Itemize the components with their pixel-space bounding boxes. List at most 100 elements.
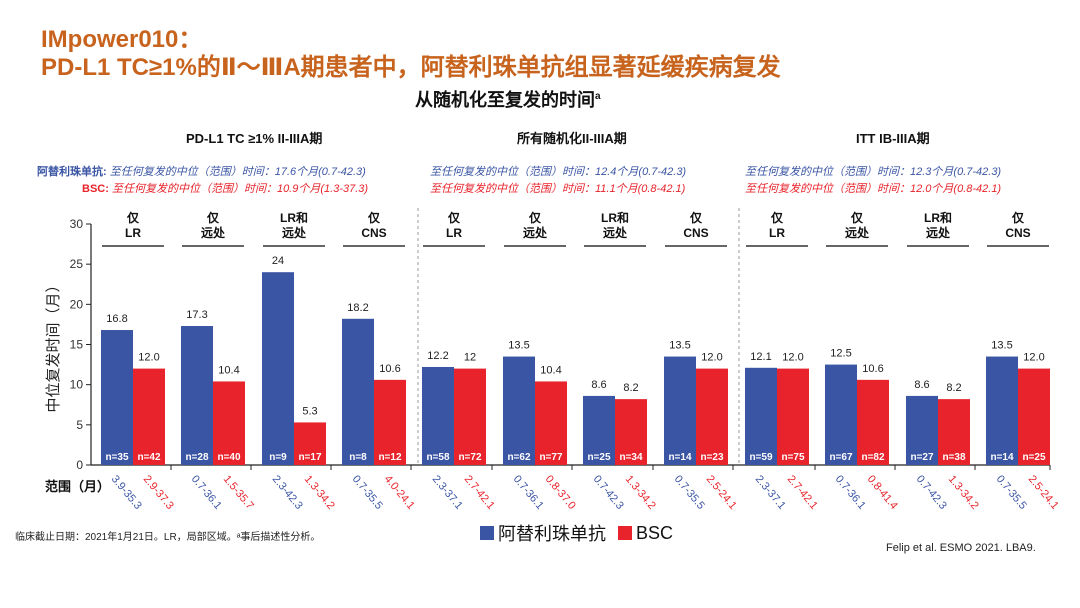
panel-2-bsc-median: 至任何复发的中位（范围）时间：11.1个月(0.8-42.1) — [430, 183, 686, 195]
category-label-line1: 仅 — [126, 210, 140, 225]
range-label-bsc: 4.0-24.1 — [382, 473, 417, 512]
bar-atezolizumab — [342, 318, 374, 465]
bar-n-label: n=14 — [990, 452, 1014, 463]
bar-n-label: n=67 — [829, 452, 853, 463]
bar-bsc — [454, 368, 486, 465]
y-tick-label: 30 — [70, 217, 84, 231]
bar-atezolizumab — [262, 272, 294, 465]
panel-2-atezo-median: 至任何复发的中位（范围）时间：12.4个月(0.7-42.3) — [430, 166, 687, 178]
y-axis-label: 中位复发时间（月） — [44, 277, 62, 412]
bar-n-label: n=35 — [105, 452, 129, 463]
bar-n-label: n=12 — [378, 452, 402, 463]
bar-n-label: n=38 — [942, 452, 966, 463]
category-label-line1: 仅 — [1011, 210, 1025, 225]
range-label-atezolizumab: 0.7-36.1 — [511, 473, 546, 512]
bar-atezolizumab — [745, 367, 777, 465]
category-label-line2: 远处 — [523, 225, 548, 240]
bar-bsc — [1018, 368, 1050, 465]
bar-atezolizumab — [986, 356, 1018, 465]
panel-title-3: ITT IB-IIIA期 — [856, 131, 930, 146]
y-tick-label: 0 — [76, 458, 83, 472]
category-label-line2: CNS — [683, 226, 708, 240]
bar-value-label: 5.3 — [302, 405, 317, 417]
category-label-line2: LR — [125, 226, 141, 240]
range-label-bsc: 2.5-24.1 — [704, 473, 739, 512]
bar-n-label: n=77 — [539, 452, 563, 463]
legend: 阿替利珠单抗 BSC — [480, 520, 685, 546]
bar-value-label: 24 — [272, 255, 284, 267]
category-label-line1: 仅 — [528, 210, 542, 225]
range-label-atezolizumab: 0.7-35.5 — [994, 473, 1029, 512]
bar-value-label: 12.0 — [138, 352, 159, 364]
bar-bsc — [213, 381, 245, 465]
category-label-line2: 远处 — [282, 225, 307, 240]
bar-n-label: n=40 — [217, 452, 241, 463]
range-label-bsc: 2.7-42.1 — [462, 473, 497, 512]
range-label-atezolizumab: 0.7-42.3 — [914, 473, 949, 512]
panel-title-1: PD-L1 TC ≥1% II-IIIA期 — [186, 131, 323, 146]
category-label-line2: 远处 — [201, 225, 226, 240]
citation: Felip et al. ESMO 2021. LBA9. — [886, 542, 1036, 554]
category-label-line1: 仅 — [770, 210, 784, 225]
bar-atezolizumab — [503, 356, 535, 465]
bar-n-label: n=27 — [910, 452, 934, 463]
bar-value-label: 18.2 — [347, 302, 368, 314]
range-label-bsc: 1.3-34.2 — [623, 473, 658, 512]
bar-value-label: 12.0 — [1023, 352, 1044, 364]
bar-n-label: n=25 — [1022, 452, 1046, 463]
range-label-atezolizumab: 0.7-36.1 — [833, 473, 868, 512]
title-line-1: IMpower010： — [41, 26, 203, 53]
panel-3-bsc-median: 至任何复发的中位（范围）时间：12.0个月(0.8-42.1) — [745, 183, 1002, 195]
range-label-bsc: 0.8-37.0 — [543, 473, 578, 512]
bsc-median-text: 至任何复发的中位（范围）时间：10.9个月(1.3-37.3) — [111, 183, 369, 195]
category-label-line1: LR和 — [280, 210, 308, 225]
bar-value-label: 12 — [464, 352, 476, 364]
bar-n-label: n=82 — [861, 452, 885, 463]
bar-n-label: n=75 — [781, 452, 805, 463]
x-axis-label: 范围（月） — [45, 479, 111, 494]
bar-n-label: n=9 — [269, 452, 287, 463]
bar-atezolizumab — [181, 326, 213, 465]
category-label-line1: 仅 — [447, 210, 461, 225]
category-label-line1: 仅 — [367, 210, 381, 225]
bar-n-label: n=28 — [185, 452, 209, 463]
bsc-label: BSC: — [82, 183, 109, 195]
panel-3-atezo-median: 至任何复发的中位（范围）时间：12.3个月(0.7-42.3) — [745, 166, 1002, 178]
bar-bsc — [615, 399, 647, 465]
y-tick-label: 15 — [70, 338, 84, 352]
bar-value-label: 12.1 — [750, 351, 771, 363]
range-label-atezolizumab: 0.7-42.3 — [591, 473, 626, 512]
bar-atezolizumab — [906, 395, 938, 465]
category-label-line2: CNS — [361, 226, 386, 240]
y-tick-label: 10 — [70, 378, 84, 392]
category-label-line2: 远处 — [926, 225, 951, 240]
bar-value-label: 16.8 — [106, 313, 127, 325]
subtitle-footnote-mark: a — [595, 91, 601, 102]
bar-bsc — [374, 379, 406, 465]
range-label-bsc: 2.5-24.1 — [1026, 473, 1061, 512]
atezo-median-text: 至任何复发的中位（范围）时间：17.6个月(0.7-42.3) — [109, 166, 366, 178]
legend-swatch-bsc — [618, 526, 632, 540]
category-label-line1: LR和 — [601, 210, 629, 225]
bar-n-label: n=58 — [426, 452, 450, 463]
bar-n-label: n=42 — [137, 452, 161, 463]
bar-value-label: 10.4 — [218, 364, 239, 376]
legend-label-atezolizumab: 阿替利珠单抗 — [498, 524, 606, 544]
chart-subtitle: 从随机化至复发的时间a — [415, 86, 601, 112]
range-label-bsc: 1.5-35.7 — [221, 473, 256, 512]
bar-value-label: 13.5 — [991, 340, 1012, 352]
bar-value-label: 8.6 — [914, 379, 929, 391]
bar-n-label: n=34 — [619, 452, 643, 463]
bar-bsc — [294, 422, 326, 465]
bar-bsc — [696, 368, 728, 465]
footnote: 临床截止日期：2021年1月21日。LR，局部区域。ᵃ事后描述性分析。 — [15, 532, 321, 543]
bar-value-label: 10.4 — [540, 364, 561, 376]
bar-value-label: 12.5 — [830, 348, 851, 360]
bar-atezolizumab — [825, 364, 857, 465]
bar-n-label: n=59 — [749, 452, 773, 463]
bar-value-label: 12.0 — [782, 352, 803, 364]
y-tick-label: 20 — [70, 297, 84, 311]
legend-item-atezolizumab: 阿替利珠单抗 — [480, 520, 606, 546]
category-label-line1: 仅 — [206, 210, 220, 225]
range-label-atezolizumab: 2.3-37.1 — [430, 473, 465, 512]
